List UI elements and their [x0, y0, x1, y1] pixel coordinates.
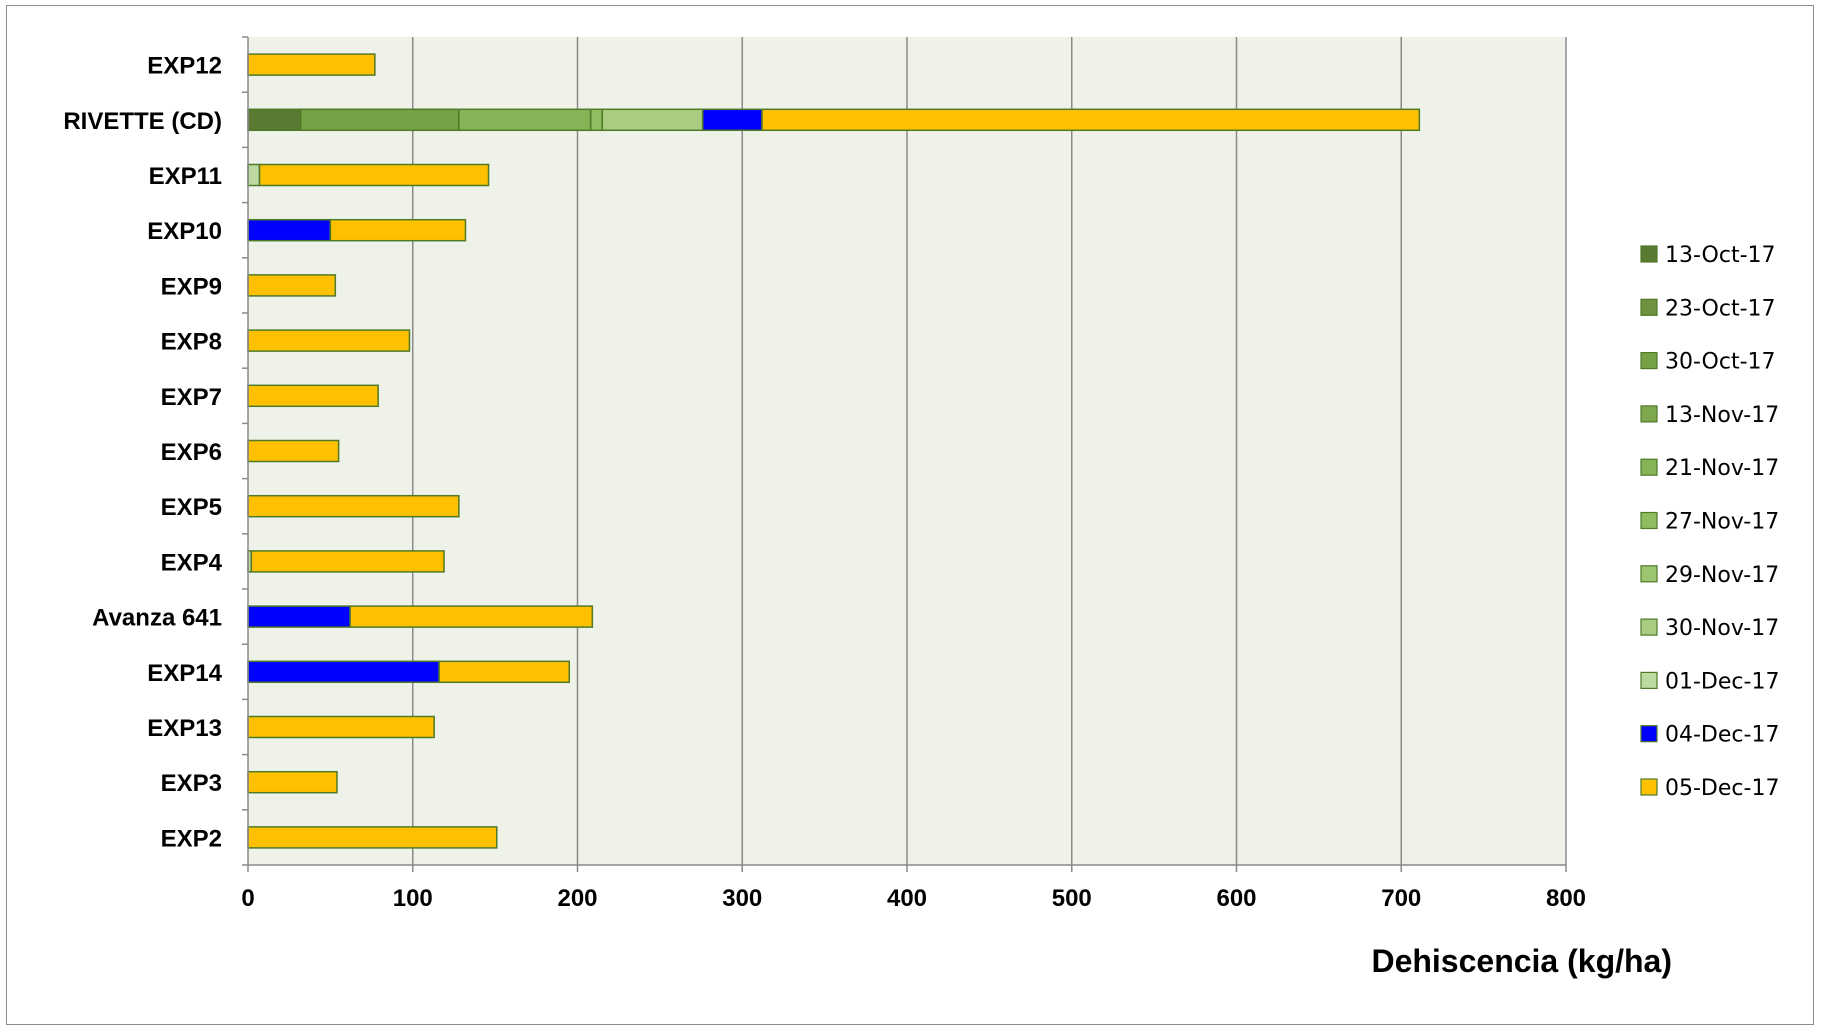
x-tick-label: 200 — [557, 885, 597, 912]
bar-segment — [247, 384, 379, 408]
bar-segment — [247, 163, 261, 187]
category-label: RIVETTE (CD) — [63, 108, 222, 135]
legend-swatch — [1640, 725, 1658, 743]
gridlines — [412, 37, 1567, 865]
category-label: EXP3 — [161, 770, 222, 797]
category-label: EXP12 — [147, 53, 222, 80]
bar-segment — [438, 660, 571, 684]
legend-label: 21-Nov-17 — [1665, 456, 1779, 481]
category-label: EXP13 — [147, 715, 222, 742]
legend-swatch — [1640, 511, 1658, 530]
bar-segment — [247, 218, 332, 242]
legend-label: 13-Oct-17 — [1665, 243, 1776, 268]
x-tick-label: 600 — [1216, 885, 1256, 912]
x-tick-label: 800 — [1546, 885, 1586, 912]
legend: 13-Oct-17 23-Oct-17 30-Oct-17 13-Nov-17 21-N… — [1640, 243, 1779, 801]
legend-label: 01-Dec-17 — [1665, 669, 1779, 694]
category-label: EXP2 — [161, 825, 222, 852]
bar-segment — [247, 770, 338, 794]
bar-segment — [601, 108, 704, 132]
legend-label: 27-Nov-17 — [1665, 510, 1779, 535]
legend-label: 30-Oct-17 — [1665, 350, 1776, 375]
bar-segment — [247, 329, 411, 352]
category-label: EXP14 — [147, 660, 222, 687]
legend-swatch — [1640, 618, 1658, 636]
legend-label: 23-Oct-17 — [1665, 296, 1776, 321]
category-label: EXP5 — [161, 494, 222, 521]
x-tick-label: 300 — [722, 885, 762, 912]
category-label: EXP11 — [149, 163, 222, 190]
bar-segment — [329, 218, 467, 242]
legend-swatch — [1640, 405, 1658, 423]
x-tick-label: 400 — [887, 885, 927, 912]
legend-swatch — [1640, 458, 1658, 476]
legend-swatch — [1640, 245, 1658, 263]
bars — [247, 53, 1421, 849]
bar-segment — [761, 108, 1421, 132]
category-label: EXP4 — [161, 549, 223, 576]
category-label: EXP10 — [147, 218, 222, 245]
bar-segment — [247, 660, 440, 684]
x-axis-title: Dehiscencia (kg/ha) — [1371, 943, 1672, 979]
x-tick-label: 500 — [1052, 885, 1092, 912]
bar-segment — [349, 605, 594, 628]
legend-label: 05-Dec-17 — [1665, 776, 1779, 801]
x-tick-labels: 0 100 200 300 400 500 600 700 800 — [241, 885, 1586, 912]
bar-segment — [247, 274, 337, 297]
category-label: EXP7 — [161, 384, 222, 411]
bar-segment — [247, 605, 351, 628]
legend-label: 29-Nov-17 — [1665, 563, 1779, 588]
x-tick-label: 0 — [241, 885, 254, 912]
axes — [242, 36, 1567, 872]
legend-swatch — [1640, 565, 1658, 583]
bar-segment — [701, 108, 763, 132]
legend-swatch — [1640, 671, 1658, 690]
bar-segment — [299, 108, 460, 132]
bar-segment — [589, 108, 603, 132]
category-label: EXP6 — [161, 439, 222, 466]
legend-label: 30-Nov-17 — [1665, 616, 1779, 641]
x-tick-label: 700 — [1381, 885, 1421, 912]
bar-segment — [247, 494, 460, 518]
bar-segment — [458, 108, 592, 132]
bar-segment — [247, 108, 302, 132]
bar-segment — [247, 715, 435, 739]
category-label: Avanza 641 — [92, 605, 222, 632]
legend-swatch — [1640, 778, 1658, 796]
bar-segment — [247, 826, 498, 849]
x-tick-label: 100 — [393, 885, 433, 912]
legend-label: 04-Dec-17 — [1665, 723, 1779, 748]
bar-segment — [247, 53, 376, 76]
category-label: EXP8 — [161, 329, 222, 356]
legend-swatch — [1640, 352, 1658, 370]
category-labels: EXP12 RIVETTE (CD) EXP11 EXP10 EXP9 EXP8 EXP7 E… — [63, 53, 222, 853]
bar-segment — [258, 163, 490, 187]
legend-swatch — [1640, 298, 1658, 316]
bar-segment — [247, 439, 340, 463]
bar-segment — [250, 550, 445, 573]
category-label: EXP9 — [161, 273, 222, 300]
legend-label: 13-Nov-17 — [1665, 403, 1779, 428]
